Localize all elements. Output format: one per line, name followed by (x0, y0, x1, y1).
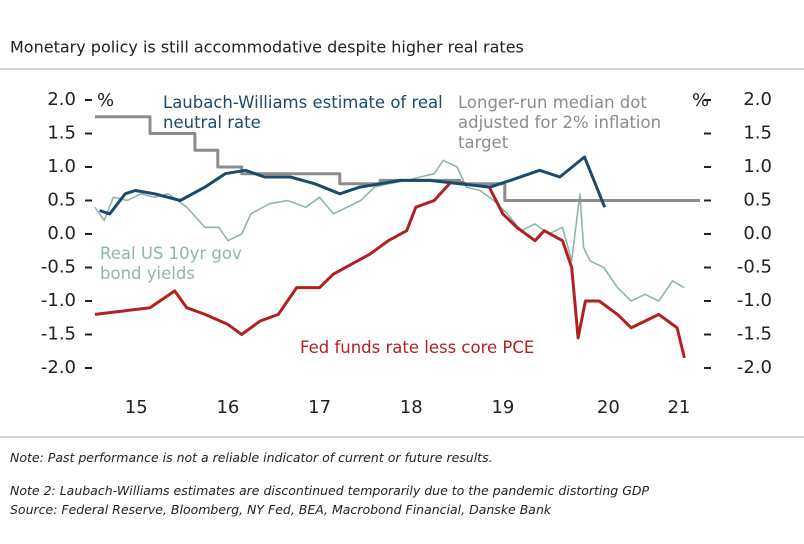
x-tick-label: 21 (667, 397, 690, 418)
y2-tick-label: 1.0 (743, 156, 772, 177)
x-tick-label: 16 (216, 397, 239, 418)
y2-tick-label: -0.5 (737, 257, 772, 278)
x-tick-label: 15 (125, 397, 148, 418)
note: Note: Past performance is not a reliable… (10, 450, 493, 465)
y2-tick-label: 1.5 (743, 123, 772, 144)
y-tick-label: -1.5 (41, 324, 76, 345)
y-tick-label: -2.0 (41, 357, 76, 378)
y-tick-label: 0.0 (47, 223, 76, 244)
y2-tick-label: -1.5 (737, 324, 772, 345)
annotation: Laubach-Williams estimate of real neutra… (163, 93, 443, 132)
series-line (94, 159, 685, 302)
y-tick-label: 2.0 (47, 89, 76, 110)
x-tick-label: 19 (491, 397, 514, 418)
y-tick-label: -0.5 (41, 257, 76, 278)
x-tick-label: 17 (308, 397, 331, 418)
y2-tick-label: 0.5 (743, 190, 772, 211)
annotation: Longer-run median dot adjusted for 2% in… (458, 93, 662, 152)
source: Source: Federal Reserve, Bloomberg, NY F… (10, 502, 552, 517)
x-tick-label: 20 (597, 397, 620, 418)
series-line (99, 155, 607, 216)
y2-tick-label: -2.0 (737, 357, 772, 378)
chart-title: Monetary policy is still accommodative d… (10, 38, 524, 57)
y-tick-label: 1.0 (47, 156, 76, 177)
y-unit-right: % (692, 90, 709, 111)
y2-tick-label: -1.0 (737, 290, 772, 311)
annotation: Fed funds rate less core PCE (300, 338, 535, 357)
note: Note 2: Laubach-Williams estimates are d… (10, 483, 650, 498)
y-unit-left: % (97, 90, 114, 111)
series-line (94, 178, 686, 359)
y2-tick-label: 2.0 (743, 89, 772, 110)
y-tick-label: 0.5 (47, 190, 76, 211)
y-tick-label: -1.0 (41, 290, 76, 311)
annotation: Real US 10yr gov bond yields (100, 244, 242, 283)
x-tick-label: 18 (400, 397, 423, 418)
y-tick-label: 1.5 (47, 123, 76, 144)
y2-tick-label: 0.0 (743, 223, 772, 244)
